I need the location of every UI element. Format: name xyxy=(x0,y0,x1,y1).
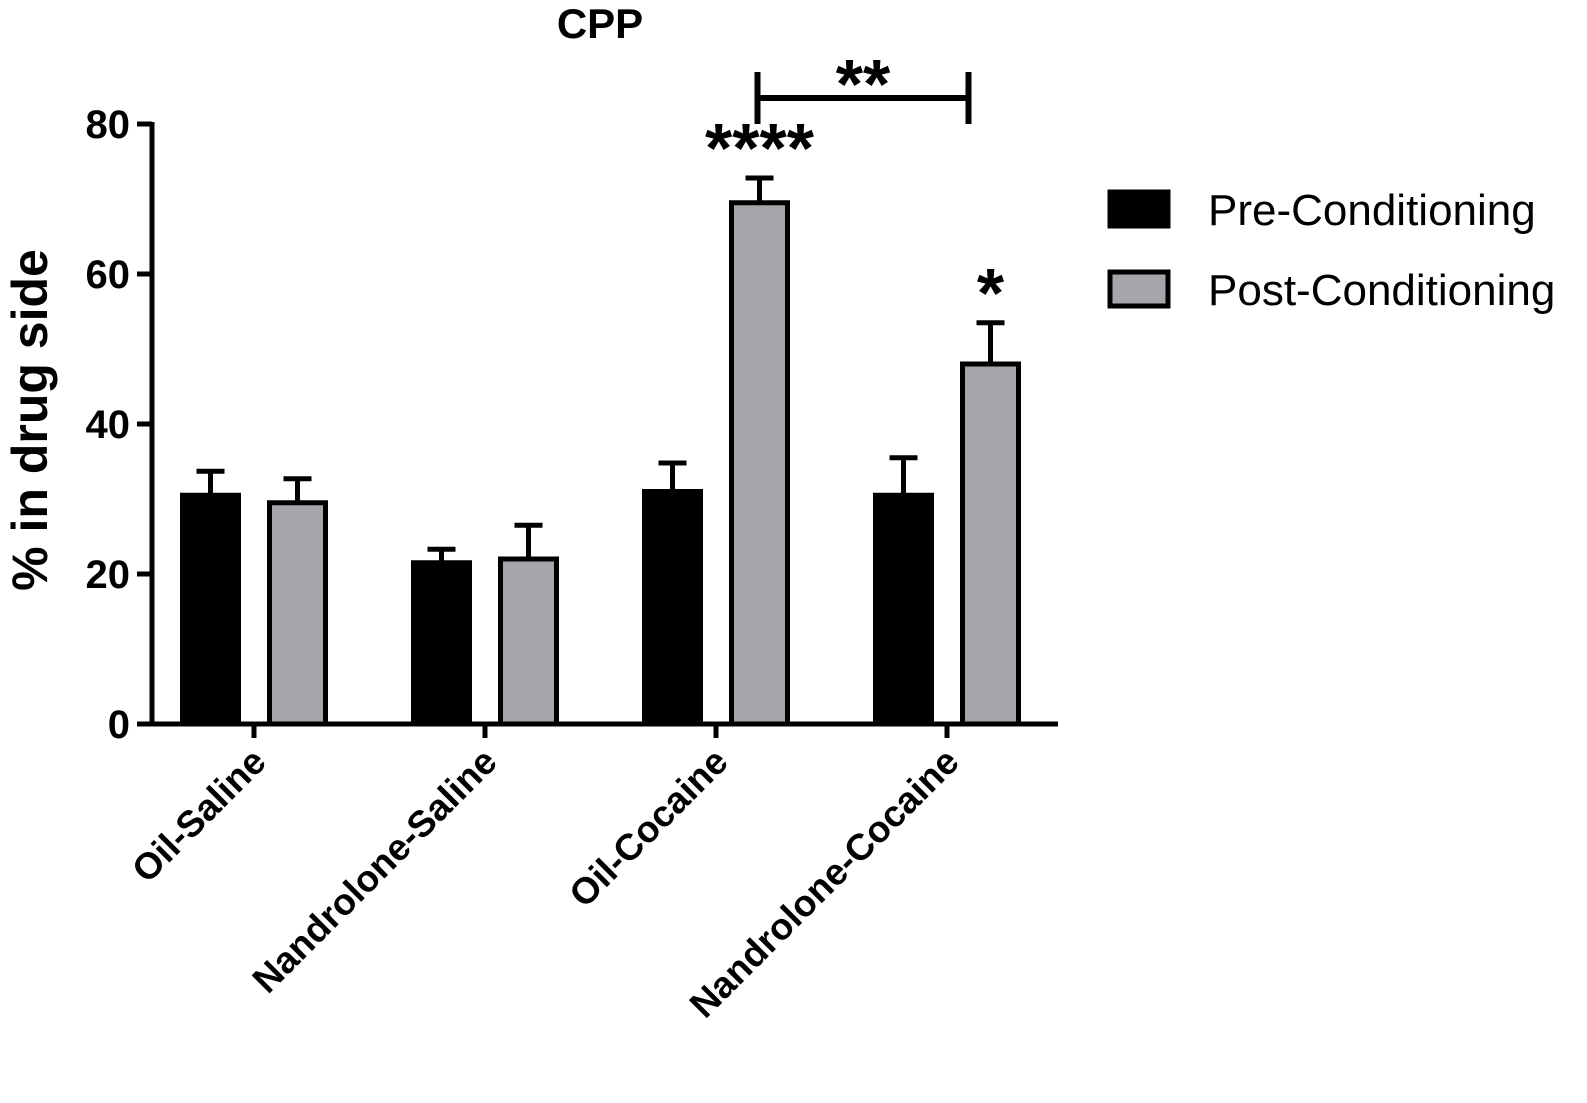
bar-post-1 xyxy=(498,556,559,727)
bar-pre-2 xyxy=(642,489,703,727)
legend-label-post: Post-Conditioning xyxy=(1208,266,1555,315)
bar-pre-3 xyxy=(873,492,934,727)
chart-title: CPP xyxy=(557,0,643,47)
y-tick-label: 60 xyxy=(86,253,131,297)
legend-label-pre: Pre-Conditioning xyxy=(1208,186,1536,235)
bracket-significance-label: ** xyxy=(836,45,891,123)
x-tick-label: Oil-Saline xyxy=(124,741,274,891)
y-tick-label: 80 xyxy=(86,103,131,147)
x-tick-label: Nandrolone-Saline xyxy=(245,741,505,1001)
legend: Pre-Conditioning Post-Conditioning xyxy=(1107,186,1555,315)
y-tick-label: 40 xyxy=(86,403,131,447)
y-axis: 0 20 40 60 80 xyxy=(86,103,155,747)
bar-post-2 xyxy=(729,200,790,727)
bar-post-3 xyxy=(960,361,1021,727)
bars-group xyxy=(180,175,1021,727)
bar-post-0 xyxy=(267,500,328,727)
y-tick-label: 20 xyxy=(86,553,131,597)
x-tick-label: Nandrolone-Cocaine xyxy=(682,741,967,1026)
significance-label: * xyxy=(977,254,1005,332)
y-axis-label: % in drug side xyxy=(2,249,58,591)
legend-swatch-post xyxy=(1107,269,1171,309)
significance-annotations: ******* xyxy=(705,45,1005,332)
legend-swatch-pre xyxy=(1107,189,1171,229)
bar-pre-1 xyxy=(411,560,472,727)
y-tick-label: 0 xyxy=(108,703,130,747)
bar-pre-0 xyxy=(180,492,241,727)
x-tick-label: Oil-Cocaine xyxy=(561,741,735,915)
